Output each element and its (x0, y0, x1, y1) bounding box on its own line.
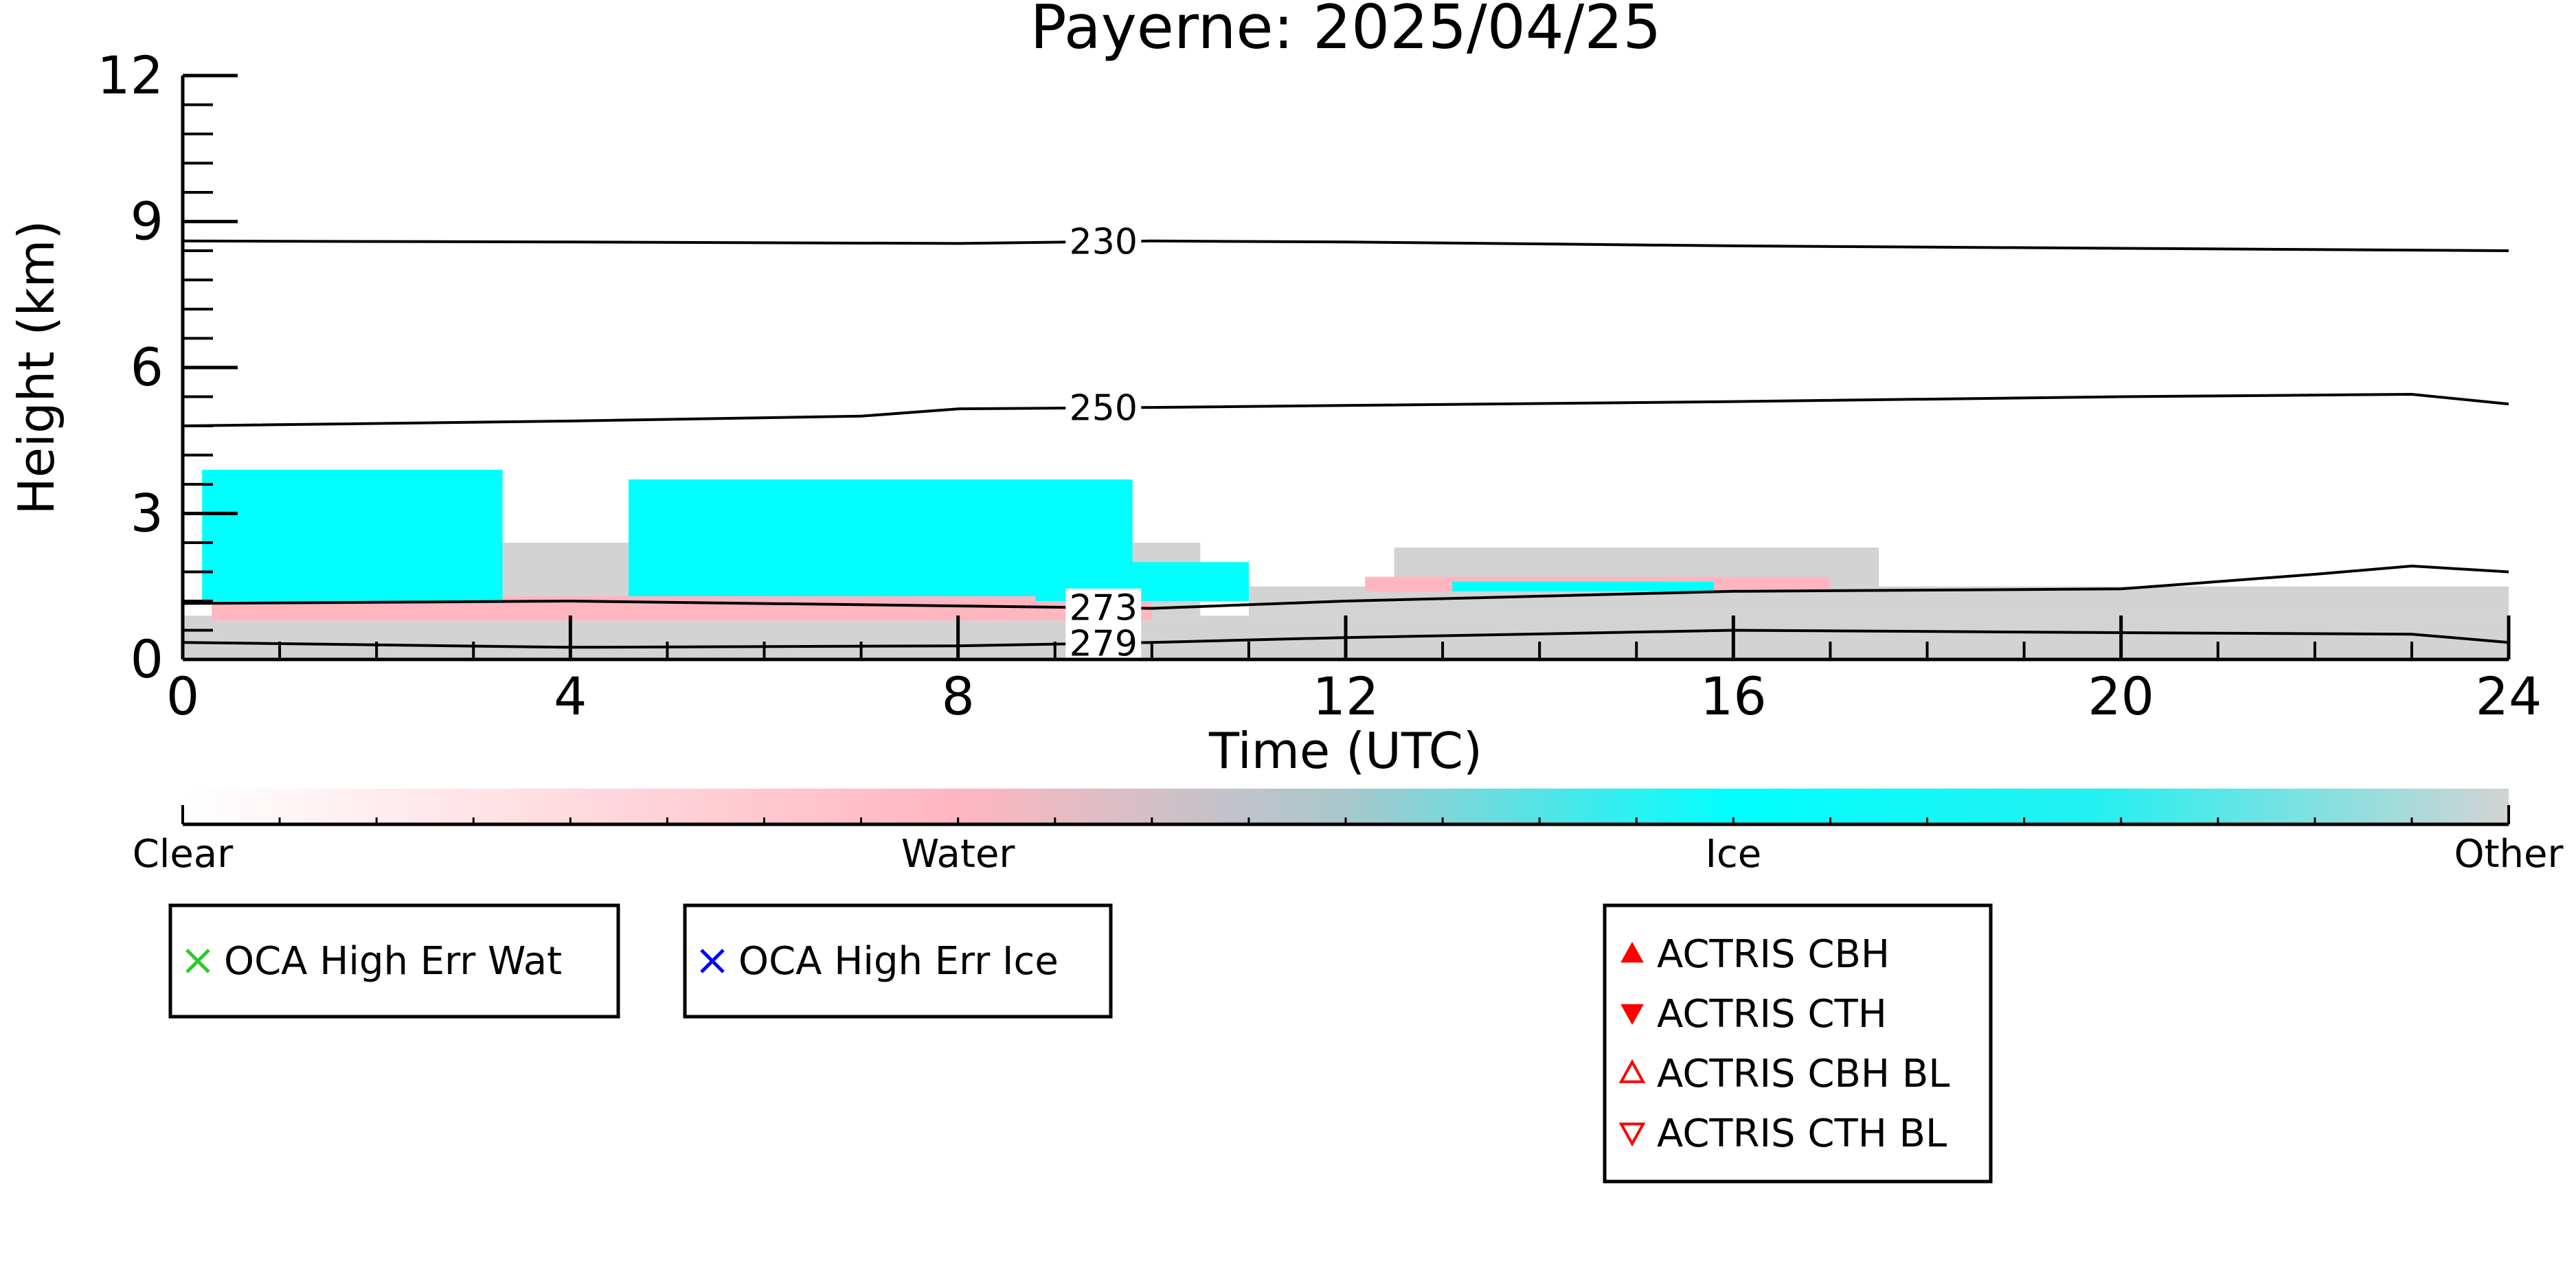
legend-label: ACTRIS CTH BL (1657, 1111, 1947, 1156)
legend-label: ACTRIS CBH BL (1657, 1052, 1950, 1096)
y-tick-label: 0 (131, 629, 163, 690)
contour-line-230 (182, 239, 2509, 252)
colorbar-label-other: Other (2454, 832, 2564, 877)
legend-label: ACTRIS CBH (1657, 932, 1890, 977)
colorbar-label-ice: Ice (1705, 832, 1761, 877)
y-tick-label: 9 (131, 191, 163, 252)
triangle-down-open-icon (1618, 1122, 1646, 1147)
legend-label: OCA High Err Ice (738, 939, 1059, 984)
legend-label: ACTRIS CTH (1657, 992, 1887, 1037)
legend-frame (683, 903, 1113, 1019)
region-ice-7 (202, 469, 503, 601)
contour-label-bg-273 (1065, 588, 1142, 627)
legend-label: OCA High Err Wat (224, 939, 562, 984)
legend-box-oca-2: OCA High Err Ice (683, 903, 1113, 1019)
x-tick-label: 24 (2476, 666, 2542, 727)
x-tick-label: 8 (941, 666, 974, 727)
contour-label-250: 250 (1070, 388, 1138, 429)
x-tick-label: 16 (1700, 666, 1767, 727)
colorbar-label-water: Water (901, 832, 1016, 877)
region-ice-10 (1452, 581, 1715, 591)
legends: OCA High Err Wat OCA High Err Ice ACTRIS C… (168, 903, 1993, 1184)
x-tick-label: 4 (554, 666, 587, 727)
y-tick-label: 6 (131, 337, 163, 398)
legend-frame (168, 903, 620, 1019)
colorbar-label-clear: Clear (133, 832, 234, 877)
axes: 0 3 6 9 12 0 4 8 12 16 20 24 (97, 45, 2542, 727)
x-icon (700, 949, 725, 973)
legend-box-oca-1: OCA High Err Wat (168, 903, 620, 1019)
contour-label-bg-250 (1065, 388, 1142, 427)
triangle-up-open-icon (1618, 1059, 1646, 1083)
colorbar: Clear Water Ice Other (133, 789, 2564, 877)
triangle-up-filled-icon (1620, 941, 1644, 963)
x-tick-label: 20 (2088, 666, 2154, 727)
contour-label-279: 279 (1070, 623, 1138, 664)
y-tick-label: 3 (131, 483, 163, 544)
y-tick-label: 12 (97, 45, 163, 106)
legend-box-actris: ACTRIS CBH ACTRIS CTH ACTRIS CBH BL ACTRIS … (1603, 903, 1993, 1184)
legend-frame (1603, 903, 1993, 1184)
contour-label-bg-279 (1065, 624, 1142, 663)
x-icon (185, 949, 210, 973)
contour-label-bg-230 (1065, 222, 1142, 261)
y-axis-label: Height (km) (8, 221, 65, 515)
x-axis-label: Time (UTC) (1208, 722, 1482, 780)
triangle-down-filled-icon (1620, 1004, 1644, 1026)
contour-label-273: 273 (1070, 588, 1138, 629)
contour-line-250 (182, 392, 2509, 427)
plot-area (183, 469, 2509, 659)
x-tick-label: 12 (1313, 666, 1379, 727)
chart-title: Payerne: 2025/04/25 (1030, 0, 1662, 63)
x-tick-label: 0 (166, 666, 199, 727)
contour-label-230: 230 (1070, 222, 1138, 263)
contour-line-273 (182, 564, 2509, 610)
